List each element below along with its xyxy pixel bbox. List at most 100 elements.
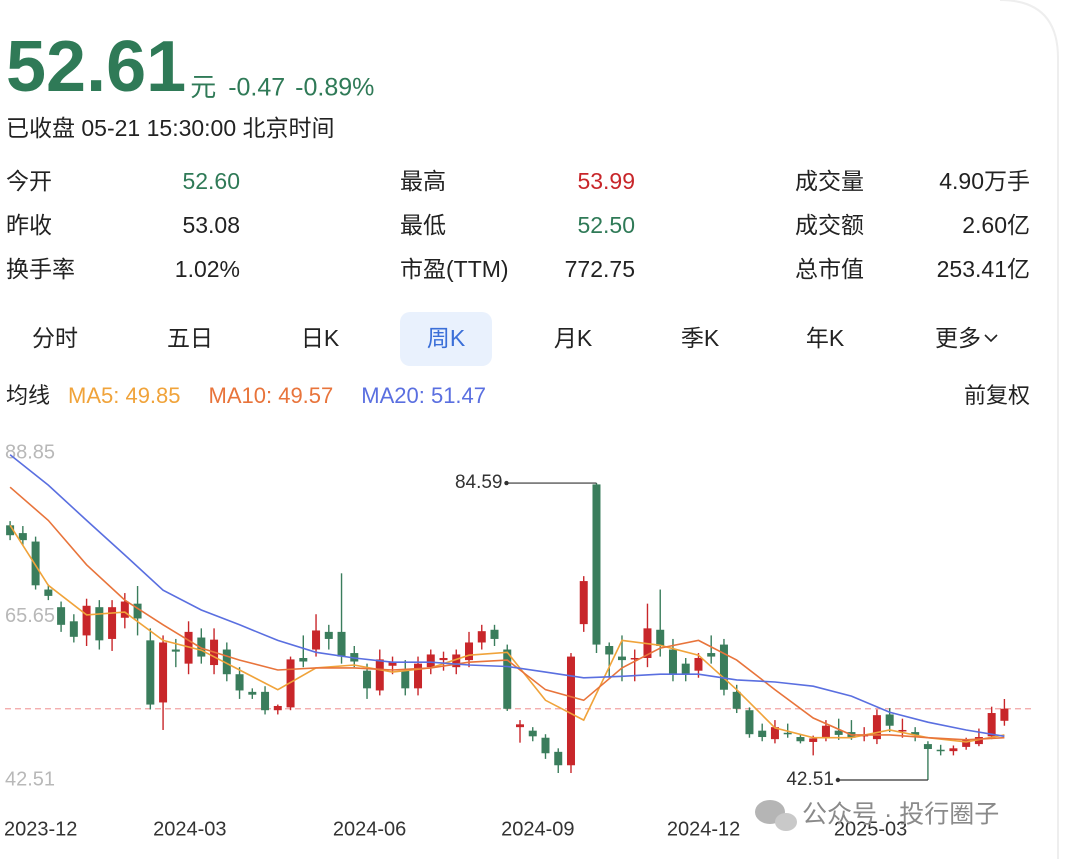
x-tick-label: 2023-12 — [4, 818, 77, 840]
x-tick-label: 2024-06 — [333, 818, 406, 840]
candle-body — [936, 749, 945, 752]
candle-body — [171, 649, 180, 652]
tab[interactable]: 月K — [554, 325, 593, 351]
candle-body — [898, 729, 907, 732]
ma-line — [9, 486, 1005, 741]
candle-body — [57, 607, 66, 625]
y-tick-label: 88.85 — [5, 441, 55, 463]
candle-body — [566, 656, 575, 766]
tab[interactable]: 更多 — [935, 325, 981, 351]
candle-body — [184, 631, 193, 664]
candle-body — [312, 630, 321, 650]
candle-body — [745, 710, 754, 735]
adjust-mode[interactable]: 前复权 — [964, 383, 1030, 408]
candle-body — [108, 607, 117, 639]
candle-body — [439, 657, 448, 661]
candle-body — [465, 642, 474, 661]
candle-body — [987, 713, 996, 737]
candle-body — [337, 631, 346, 657]
tab[interactable]: 季K — [681, 325, 720, 351]
candle-body — [541, 737, 550, 754]
candle-body — [732, 691, 741, 709]
stat-value: 4.90万手 — [939, 168, 1030, 194]
extreme-label: 84.59 — [455, 472, 503, 493]
candle-body — [681, 663, 690, 674]
stat-label: 最高 — [400, 168, 446, 194]
candle-body — [95, 607, 104, 641]
candle-body — [579, 581, 588, 625]
candle-body — [783, 732, 792, 735]
candle-body — [222, 649, 231, 675]
candle-body — [414, 663, 423, 689]
candle-body — [363, 670, 372, 689]
period-tabs: 分时 五日 日K 周K 月K 季K 年K 更多 — [32, 312, 998, 366]
ma-title: 均线 — [6, 383, 50, 408]
y-tick-label: 42.51 — [5, 768, 55, 790]
x-tick-label: 2024-09 — [501, 818, 574, 840]
candle-body — [477, 631, 486, 643]
candle-body — [6, 525, 15, 536]
price-change: -0.47 — [228, 74, 285, 102]
candle-body — [235, 674, 244, 691]
tab[interactable]: 五日 — [167, 325, 213, 351]
candle-body — [82, 605, 91, 636]
candle-body — [719, 644, 728, 690]
candle-body — [707, 653, 716, 657]
candle-body — [261, 691, 270, 711]
x-tick-label: 2024-03 — [153, 818, 226, 840]
tab[interactable]: 周K — [427, 325, 466, 351]
card-edge — [999, 0, 1059, 859]
price: 52.61 — [6, 27, 186, 107]
candle-body — [821, 725, 830, 738]
ma-legend-item: MA5: 49.85 — [68, 383, 181, 408]
x-tick-label: 2025-03 — [834, 818, 907, 840]
candle-body — [133, 603, 142, 619]
candle-body — [554, 751, 563, 766]
tab-active-bg — [400, 312, 492, 366]
stat-value: 1.02% — [175, 256, 240, 282]
tab[interactable]: 日K — [301, 325, 340, 351]
stat-label: 成交量 — [795, 168, 864, 194]
watermark: 公众号 · 投行圈子 — [755, 800, 999, 831]
candle-body — [426, 654, 435, 668]
candle-body — [273, 705, 282, 711]
stat-label: 最低 — [400, 212, 446, 238]
candle-body — [299, 657, 308, 662]
market-status: 已收盘 05-21 15:30:00 北京时间 — [6, 115, 335, 141]
ma-legend: MA5: 49.85 MA10: 49.57 MA20: 51.47 — [68, 383, 486, 408]
ma-legend-item: MA10: 49.57 — [209, 383, 334, 408]
candle-body — [146, 640, 155, 705]
candle-body — [490, 629, 499, 639]
stat-label: 总市值 — [795, 256, 864, 282]
candle-body — [197, 637, 206, 657]
candle-body — [1000, 708, 1009, 721]
stat-label: 换手率 — [6, 256, 75, 282]
candle-body — [796, 737, 805, 742]
candle-body — [770, 727, 779, 740]
tab[interactable]: 年K — [806, 325, 845, 351]
candle-body — [885, 714, 894, 726]
candle-body — [388, 662, 397, 666]
stat-label: 昨收 — [6, 212, 52, 238]
candle-body — [809, 738, 818, 742]
stat-label: 市盈(TTM) — [400, 256, 509, 282]
tab-chevron — [984, 334, 998, 343]
kline-chart: 88.85 65.65 42.51 2023-12 2024-03 2024-06 2024… — [4, 441, 1035, 840]
candle-body — [617, 656, 626, 661]
candle-body — [18, 533, 27, 541]
stat-value: 53.99 — [577, 168, 635, 194]
candle-body — [528, 730, 537, 737]
candle-body — [694, 657, 703, 671]
candle-body — [592, 484, 601, 645]
candle-body — [974, 737, 983, 745]
candle-body — [949, 748, 958, 752]
extreme-dot — [835, 777, 841, 783]
tab[interactable]: 分时 — [32, 325, 78, 351]
candle-body — [834, 730, 843, 735]
ma-legend-item: MA20: 51.47 — [361, 383, 486, 408]
y-tick-label: 65.65 — [5, 605, 55, 627]
candle-body — [872, 715, 881, 740]
